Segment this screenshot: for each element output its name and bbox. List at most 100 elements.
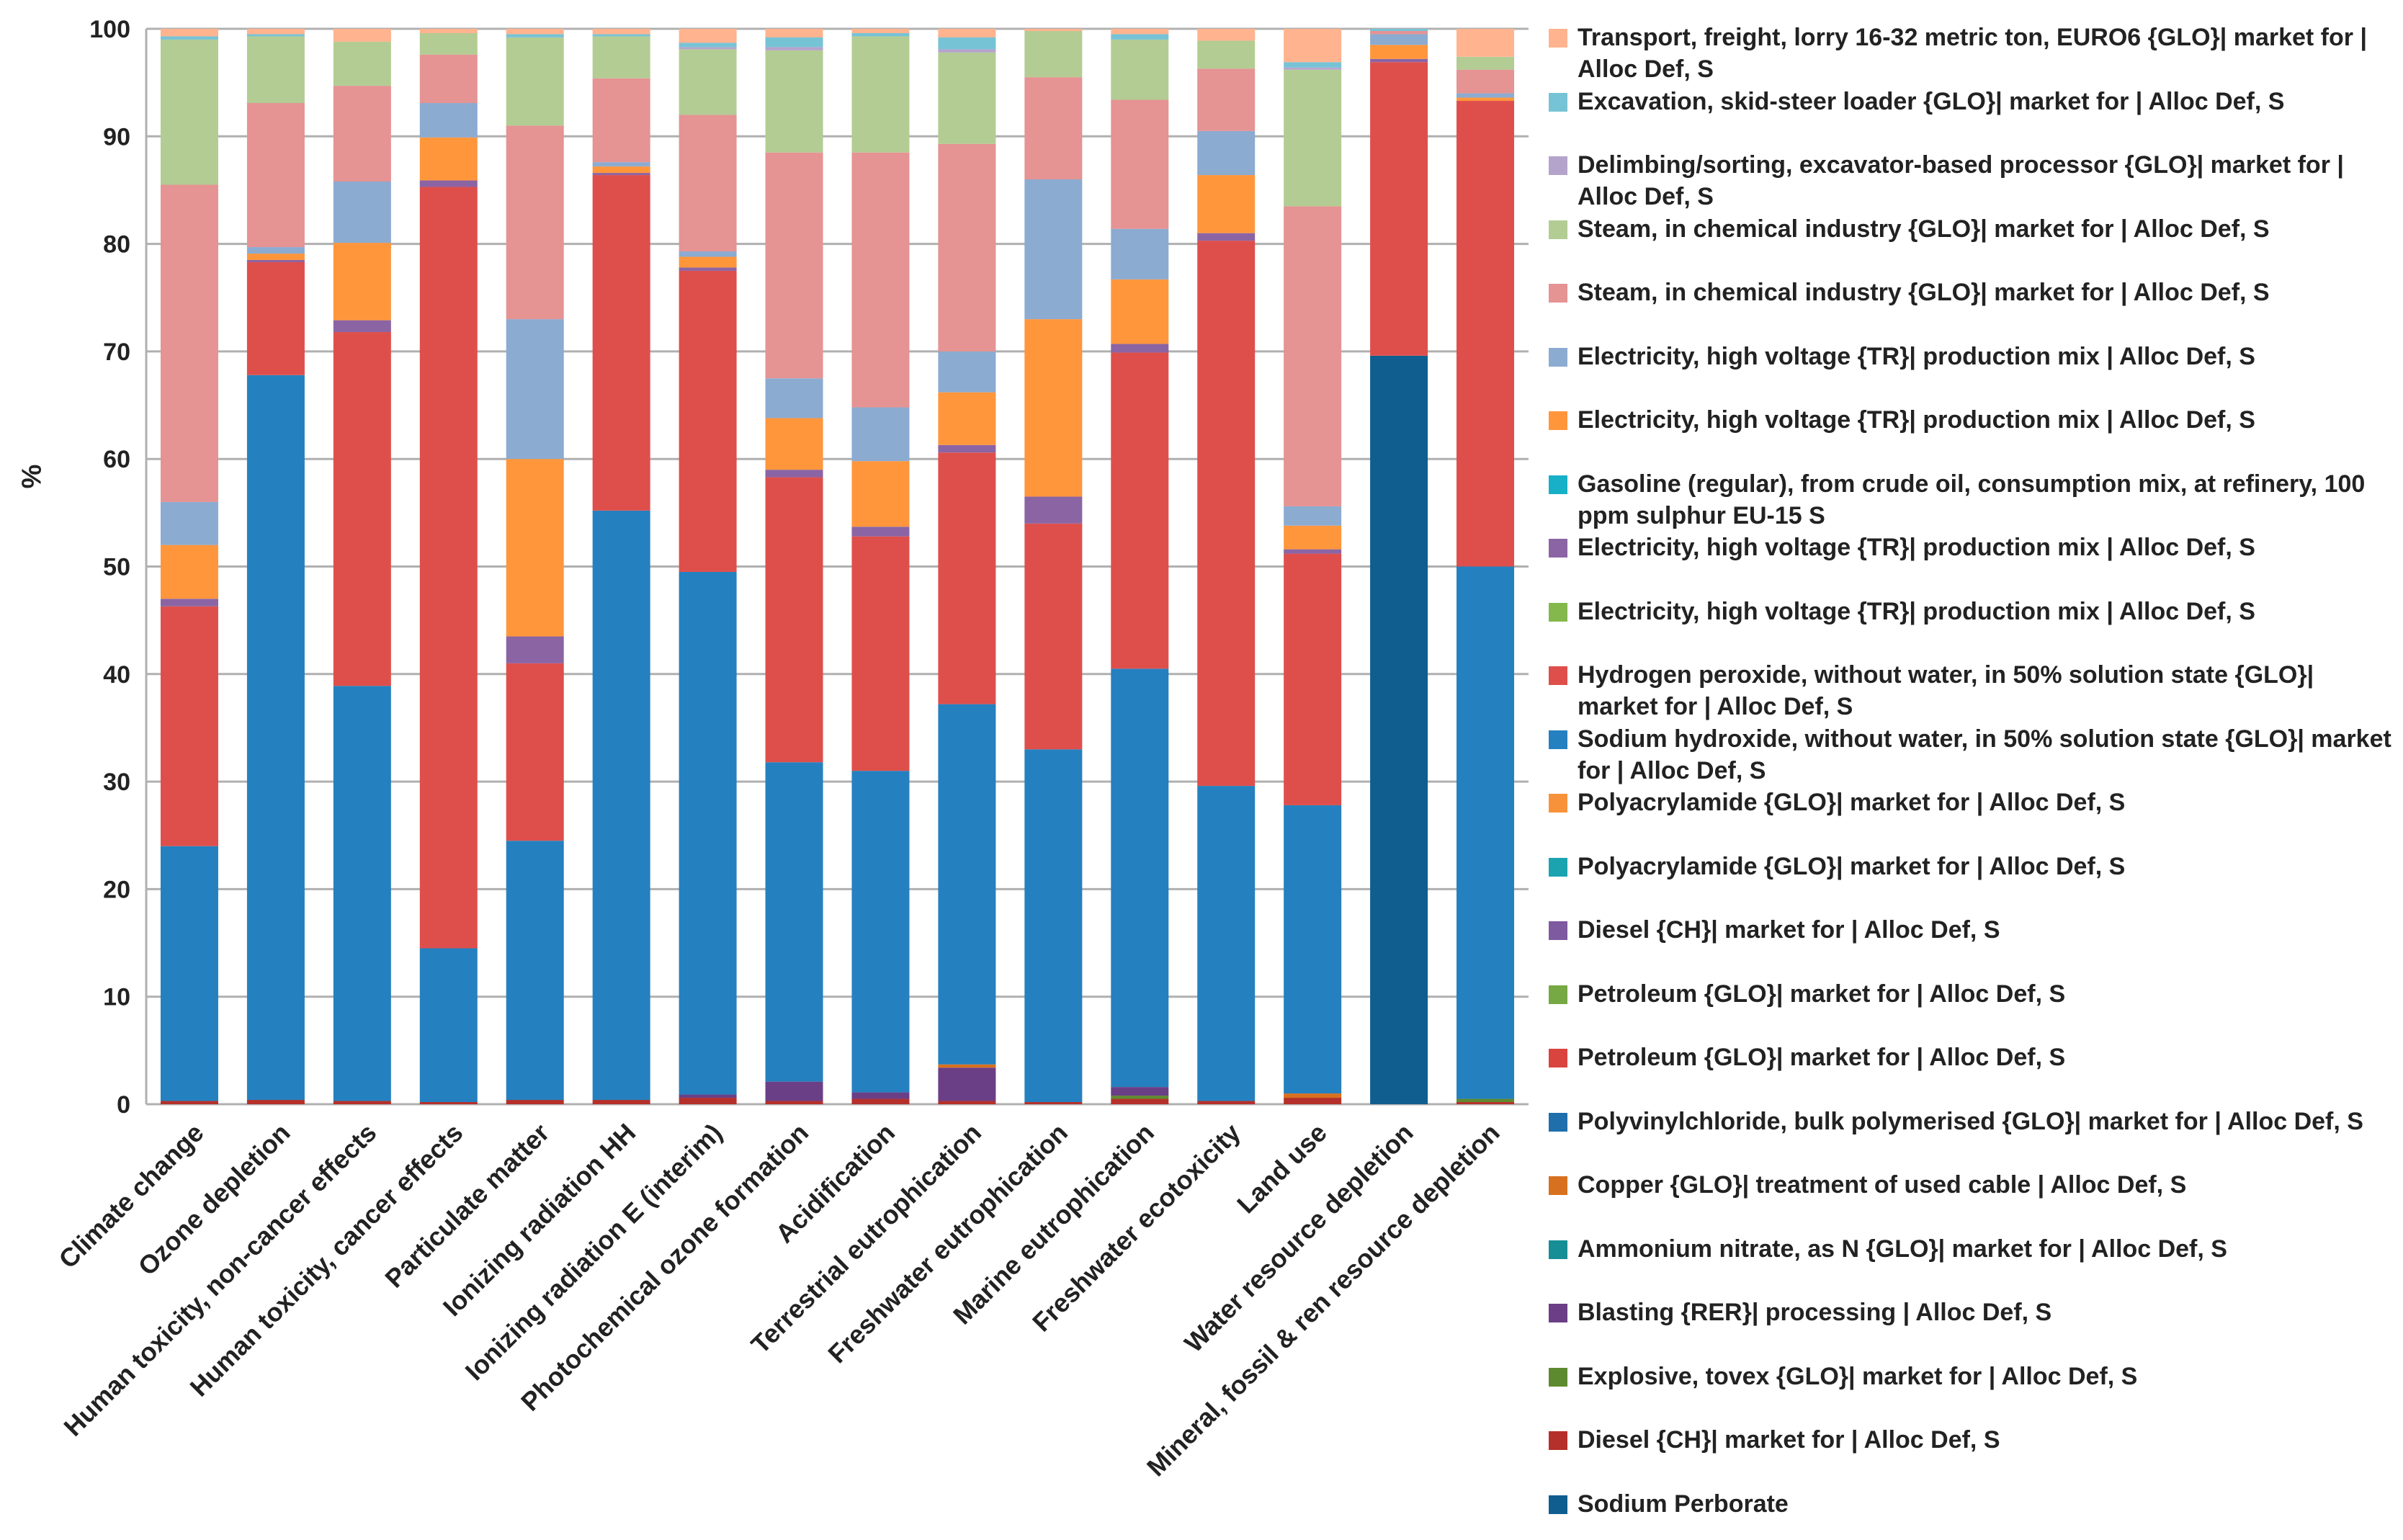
bar-segment <box>1111 668 1169 1088</box>
legend-label: Hydrogen peroxide, without water, in 50%… <box>1578 661 2314 720</box>
y-tick-label: 10 <box>103 984 130 1011</box>
bar-segment <box>1456 29 1515 57</box>
legend-label: Diesel {CH}| market for | Alloc Def, S <box>1578 1426 2000 1454</box>
bar-segment <box>1284 206 1342 506</box>
y-tick-label: 20 <box>103 876 130 903</box>
legend-swatch <box>1549 347 1567 367</box>
bar-segment <box>765 29 823 37</box>
y-tick-label: 30 <box>103 769 130 796</box>
legend-item: Electricity, high voltage {TR}| producti… <box>1549 341 2399 372</box>
bar-segment <box>679 42 737 48</box>
legend-label: Polyacrylamide {GLO}| market for | Alloc… <box>1578 852 2126 880</box>
bar-segment <box>1370 355 1428 1104</box>
legend-swatch <box>1549 156 1567 175</box>
bar-segment <box>1284 29 1342 63</box>
bar-segment <box>160 39 218 185</box>
bar-segment <box>1111 279 1169 344</box>
bar-segment <box>765 762 823 1082</box>
bar-segment <box>160 545 218 599</box>
legend-label: Gasoline (regular), from crude oil, cons… <box>1578 470 2366 529</box>
bar-segment <box>1024 749 1083 1103</box>
bar-segment <box>333 29 391 42</box>
legend-item: Hydrogen peroxide, without water, in 50%… <box>1549 659 2399 722</box>
bar-segment <box>765 1081 823 1101</box>
bar-segment <box>851 36 910 153</box>
bar-segment <box>419 32 478 55</box>
bar-segment <box>506 319 564 460</box>
x-tick-label: Ozone depletion <box>133 1118 296 1281</box>
bar-segment <box>246 103 305 248</box>
legend-item: Explosive, tovex {GLO}| market for | All… <box>1549 1361 2399 1392</box>
bar-segment <box>1197 130 1256 176</box>
legend-label: Sodium Perborate <box>1578 1490 1789 1518</box>
legend-item: Petroleum {GLO}| market for | Alloc Def,… <box>1549 1042 2399 1073</box>
bar-segment <box>419 54 478 104</box>
bar-segment <box>1284 525 1342 550</box>
bar-segment <box>938 704 996 1065</box>
legend-label: Sodium hydroxide, without water, in 50% … <box>1578 725 2391 784</box>
bar-segment <box>592 1100 650 1104</box>
bar-segment <box>592 34 650 37</box>
bar-segment <box>679 29 737 43</box>
bars <box>160 29 1515 1104</box>
bar-segment <box>765 50 823 153</box>
legend-swatch <box>1549 1495 1567 1514</box>
bar-segment <box>160 501 218 545</box>
bar-segment <box>1284 1098 1342 1104</box>
y-tick-label: 60 <box>103 446 130 473</box>
bar-segment <box>160 846 218 1101</box>
bar-segment <box>160 29 218 37</box>
bar-segment <box>506 1100 564 1104</box>
legend-label: Electricity, high voltage {TR}| producti… <box>1578 342 2255 370</box>
legend-label: Explosive, tovex {GLO}| market for | All… <box>1578 1362 2138 1390</box>
legend-swatch <box>1549 1431 1567 1450</box>
bar-segment <box>506 459 564 637</box>
y-tick-label: 90 <box>103 123 130 151</box>
legend-swatch <box>1549 1112 1567 1132</box>
legend-label: Excavation, skid-steer loader {GLO}| mar… <box>1578 87 2285 115</box>
bar-segment <box>938 143 996 352</box>
bar-segment <box>765 1101 823 1104</box>
bar-segment <box>160 599 218 606</box>
x-tick-label: Human toxicity, non-cancer effects <box>58 1118 382 1442</box>
y-tick-label: 50 <box>103 554 130 581</box>
bar-segment <box>1370 58 1428 63</box>
legend-item: Ammonium nitrate, as N {GLO}| market for… <box>1549 1233 2399 1265</box>
bar-segment <box>679 1094 737 1098</box>
bar-segment <box>1197 40 1256 69</box>
legend-item: Diesel {CH}| market for | Alloc Def, S <box>1549 914 2399 946</box>
bar-segment <box>1111 1087 1169 1096</box>
bar-segment <box>1284 69 1342 207</box>
bar-segment <box>851 407 910 462</box>
legend-swatch <box>1549 730 1567 749</box>
legend-label: Steam, in chemical industry {GLO}| marke… <box>1578 215 2270 243</box>
bar-segment <box>333 86 391 182</box>
bar-segment <box>938 444 996 453</box>
bar-segment <box>506 636 564 663</box>
bar-segment <box>1456 97 1515 102</box>
bar-segment <box>1111 34 1169 40</box>
legend-label: Transport, freight, lorry 16-32 metric t… <box>1578 24 2367 83</box>
legend-swatch <box>1549 539 1567 558</box>
bar-segment <box>1197 233 1256 241</box>
legend-item: Electricity, high voltage {TR}| producti… <box>1549 404 2399 436</box>
bar-segment <box>1284 549 1342 554</box>
legend-item: Diesel {CH}| market for | Alloc Def, S <box>1549 1424 2399 1456</box>
bar-segment <box>592 29 650 35</box>
bar-segment <box>1456 101 1515 567</box>
bar-segment <box>1024 496 1083 524</box>
bar-segment <box>1111 39 1169 100</box>
bar-segment <box>1024 29 1083 31</box>
legend-label: Electricity, high voltage {TR}| producti… <box>1578 597 2255 625</box>
bar-segment <box>765 37 823 48</box>
bar-segment <box>1111 352 1169 669</box>
bar-segment <box>419 29 478 33</box>
bar-segment <box>679 49 737 115</box>
bar-segment <box>1284 1093 1342 1098</box>
bar-segment <box>419 180 478 187</box>
y-tick-labels: 0 10 20 30 40 50 60 70 80 90 100 <box>89 16 130 1119</box>
bar-segment <box>679 115 737 252</box>
bar-segment <box>851 1098 910 1104</box>
bar-segment <box>679 267 737 271</box>
